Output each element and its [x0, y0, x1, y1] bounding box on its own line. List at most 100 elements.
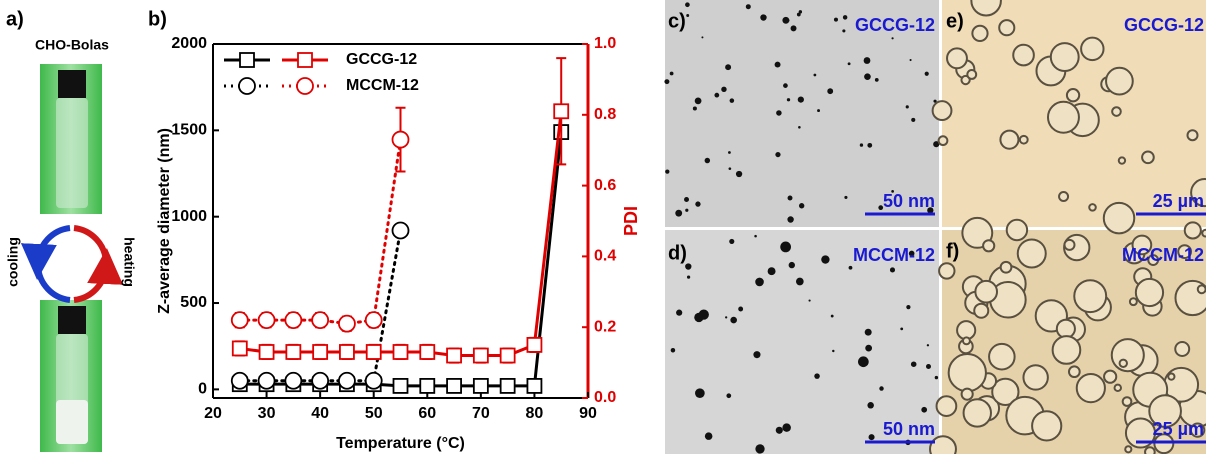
marker [338, 371, 356, 390]
particle [798, 10, 803, 14]
series-line [238, 138, 402, 326]
droplet [1190, 178, 1206, 208]
droplet [960, 387, 974, 401]
droplet [1121, 396, 1133, 407]
droplet [1141, 150, 1155, 165]
particle [692, 106, 697, 111]
droplet [1055, 318, 1076, 339]
particle [909, 58, 912, 62]
droplet [1128, 297, 1138, 307]
marker [230, 371, 249, 390]
droplet [1153, 433, 1175, 454]
droplet [1144, 446, 1156, 454]
particle [783, 83, 788, 88]
droplet [1118, 358, 1128, 368]
panel-label: c) [668, 10, 686, 32]
arrow [35, 265, 71, 303]
particle [670, 347, 676, 353]
arrow [20, 225, 71, 280]
particle [701, 36, 704, 39]
marker [419, 378, 436, 394]
particle [908, 250, 915, 257]
y2-tick-label: 1.0 [594, 35, 616, 52]
droplet [961, 336, 971, 346]
droplet [1148, 394, 1182, 428]
droplet [970, 0, 1002, 17]
droplet [947, 353, 987, 393]
particle [842, 15, 848, 20]
marker [257, 311, 276, 330]
particle [833, 17, 838, 22]
particle [813, 73, 817, 77]
particle [695, 388, 705, 399]
particle [933, 99, 937, 103]
turbid-solution [56, 400, 88, 444]
y2-tick-label: 0.6 [594, 177, 616, 194]
droplet [971, 24, 989, 42]
particle [775, 426, 783, 434]
sample-name: MCCM-12 [853, 245, 935, 265]
droplet [929, 435, 957, 454]
droplet [998, 19, 1016, 37]
droplet [946, 47, 968, 70]
particle [848, 265, 853, 270]
droplet [1049, 42, 1080, 72]
particle [786, 98, 791, 102]
marker [553, 103, 570, 120]
droplet [938, 262, 956, 280]
legend-label: MCCM-12 [346, 77, 419, 94]
particle [726, 393, 732, 399]
particle [704, 157, 711, 164]
marker [365, 344, 382, 360]
droplet [988, 342, 1016, 371]
panel-label: e) [946, 10, 964, 32]
droplet [1196, 284, 1206, 295]
particle [863, 57, 871, 64]
droplet [1134, 277, 1165, 308]
particle [905, 105, 909, 109]
marker [499, 347, 516, 364]
droplet [1016, 238, 1047, 269]
marker [472, 347, 489, 364]
particle [684, 197, 689, 202]
particle [760, 14, 767, 21]
particle [685, 208, 689, 212]
particle [787, 216, 794, 223]
particle [900, 327, 904, 331]
marker [284, 371, 303, 390]
droplet [1131, 234, 1153, 256]
particle [796, 12, 801, 17]
particle [780, 241, 792, 253]
particle [842, 29, 846, 33]
marker [391, 221, 410, 240]
particle [864, 328, 872, 336]
x-axis-label: Temperature (°C) [336, 435, 465, 452]
marker [499, 378, 516, 394]
y2-tick-label: 0.0 [594, 389, 616, 406]
x-tick-label: 20 [204, 405, 222, 422]
particle [844, 195, 848, 199]
particle [738, 306, 744, 312]
legend-marker [239, 52, 255, 68]
panel-label: f) [946, 240, 959, 262]
marker [284, 311, 303, 330]
y2-tick-label: 0.4 [594, 248, 616, 265]
particle [906, 305, 911, 310]
droplet [1046, 100, 1080, 134]
cap [58, 70, 86, 98]
marker [392, 344, 409, 360]
particle [821, 255, 830, 264]
particle [774, 61, 781, 68]
droplet [1183, 221, 1202, 240]
sample-name: MCCM-12 [1122, 245, 1204, 265]
particle [787, 195, 793, 201]
particle [832, 349, 835, 353]
droplet [935, 395, 958, 417]
particle [798, 126, 801, 129]
droplet [991, 377, 1020, 406]
particle [767, 267, 776, 276]
chart: 20 30 40 50 60 70 80 90 0 500 1000 1500 2000 0.0 0.2 0.… [156, 35, 641, 452]
droplet [1075, 373, 1106, 404]
